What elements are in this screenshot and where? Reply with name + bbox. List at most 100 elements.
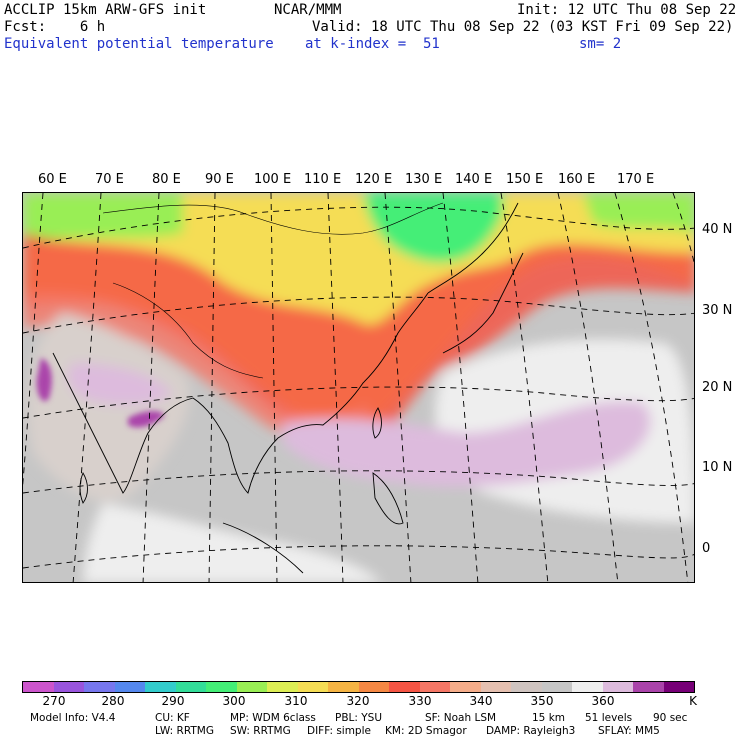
level-info: at k-index = 51 xyxy=(305,36,440,52)
longitude-label: 120 E xyxy=(355,172,393,187)
mongolia-cool-zone xyxy=(363,193,503,263)
footer-lw: LW: RRTMG xyxy=(155,725,214,737)
map-panel xyxy=(22,192,695,583)
colorbar-swatch xyxy=(663,682,694,692)
philippines-outline xyxy=(372,472,404,525)
latitude-label: 0 xyxy=(702,541,711,556)
center-label: NCAR/MMM xyxy=(274,2,342,18)
parallel-40n xyxy=(23,206,694,249)
colorbar-swatch xyxy=(297,682,328,692)
colorbar-label: 300 xyxy=(222,694,246,708)
colorbar-label: 270 xyxy=(42,694,66,708)
northeast-coastline xyxy=(427,202,519,294)
parallel-10n xyxy=(23,470,694,494)
nw-cool-zone xyxy=(23,193,183,243)
colorbar-swatch xyxy=(541,682,572,692)
footer-resolution: 15 km xyxy=(532,712,566,724)
colorbar-label: K xyxy=(689,694,697,708)
asia-coastline xyxy=(52,292,429,494)
meridian-150e xyxy=(557,193,619,582)
japan-outline xyxy=(442,252,524,354)
pacific-high-theta-zone xyxy=(283,401,651,488)
colorbar-swatch xyxy=(419,682,450,692)
colorbar-swatch xyxy=(114,682,145,692)
equivalent-potential-temperature-map xyxy=(23,193,694,582)
footer-damp: DAMP: Rayleigh3 xyxy=(486,725,576,737)
sumatra-outline xyxy=(222,522,304,574)
colorbar-swatch xyxy=(602,682,633,692)
meridian-160e xyxy=(614,193,689,582)
colorbar-swatch xyxy=(480,682,511,692)
taiwan-outline xyxy=(372,407,382,439)
longitude-label: 170 E xyxy=(617,172,655,187)
colorbar-swatch xyxy=(23,682,54,692)
meridian-140e xyxy=(500,193,549,582)
colorbar-swatch xyxy=(53,682,84,692)
footer-sw: SW: RRTMG xyxy=(230,725,291,737)
longitude-label: 140 E xyxy=(455,172,493,187)
moist-high-theta-band xyxy=(23,233,694,448)
footer-km: KM: 2D Smagor xyxy=(385,725,467,737)
colorbar-label: 320 xyxy=(346,694,370,708)
longitude-label: 100 E xyxy=(254,172,292,187)
ne-cool-zone xyxy=(583,193,694,233)
colorbar-swatch xyxy=(267,682,298,692)
longitude-label: 130 E xyxy=(405,172,443,187)
longitude-label: 90 E xyxy=(205,172,234,187)
footer-diff: DIFF: simple xyxy=(307,725,371,737)
northern-borders xyxy=(102,202,444,235)
equatorial-dry-zone xyxy=(83,503,381,582)
footer-pbl: PBL: YSU xyxy=(335,712,383,724)
colorbar-swatch xyxy=(84,682,115,692)
colorbar-label: 350 xyxy=(530,694,554,708)
parallel-30n xyxy=(23,296,694,334)
footer-cu: CU: KF xyxy=(155,712,190,724)
longitude-label: 70 E xyxy=(95,172,124,187)
colorbar-swatch xyxy=(236,682,267,692)
longitude-label: 160 E xyxy=(558,172,596,187)
valid-time: Valid: 18 UTC Thu 08 Sep 22 (03 KST Fri … xyxy=(312,19,734,35)
latitude-label: 30 N xyxy=(702,303,733,318)
west-coast-peak-patch xyxy=(36,358,52,402)
colorbar-label: 360 xyxy=(591,694,615,708)
colorbar-swatch xyxy=(358,682,389,692)
field-name: Equivalent potential temperature xyxy=(4,36,274,52)
footer-sflay: SFLAY: MM5 xyxy=(598,725,660,737)
colorbar xyxy=(22,681,695,693)
parallel-20n xyxy=(23,386,694,419)
colorbar-swatch xyxy=(389,682,420,692)
colorbar-label: 330 xyxy=(408,694,432,708)
longitude-label: 150 E xyxy=(506,172,544,187)
footer-sf: SF: Noah LSM xyxy=(425,712,497,724)
colorbar-label: 340 xyxy=(469,694,493,708)
meridian-170e xyxy=(672,193,694,264)
footer-model-info: Model Info: V4.4 xyxy=(30,712,116,724)
latitude-label: 10 N xyxy=(702,460,733,475)
himalaya-borders xyxy=(112,282,264,379)
forecast-hour: Fcst: 6 h xyxy=(4,19,106,35)
bay-of-bengal-high-theta xyxy=(67,363,173,405)
colorbar-swatch xyxy=(450,682,481,692)
colorbar-label: 290 xyxy=(161,694,185,708)
footer-levels: 51 levels xyxy=(585,712,633,724)
latitude-label: 20 N xyxy=(702,380,733,395)
peak-theta-patch xyxy=(128,411,165,428)
colorbar-label: 280 xyxy=(101,694,125,708)
colorbar-swatch xyxy=(572,682,603,692)
colorbar-swatch xyxy=(145,682,176,692)
longitude-label: 60 E xyxy=(38,172,67,187)
model-title: ACCLIP 15km ARW-GFS init xyxy=(4,2,207,18)
smoothing-info: sm= 2 xyxy=(579,36,622,52)
graticule xyxy=(23,193,694,582)
indian-region xyxy=(27,313,190,501)
init-time: Init: 12 UTC Thu 08 Sep 22 xyxy=(517,2,737,18)
footer-timestep: 90 sec xyxy=(653,712,688,724)
footer-mp: MP: WDM 6class xyxy=(230,712,316,724)
equator xyxy=(23,545,694,569)
colorbar-label: 310 xyxy=(284,694,308,708)
colorbar-swatch xyxy=(328,682,359,692)
longitude-label: 110 E xyxy=(304,172,342,187)
colorbar-swatch xyxy=(633,682,664,692)
latitude-label: 40 N xyxy=(702,222,733,237)
longitude-label: 80 E xyxy=(152,172,181,187)
